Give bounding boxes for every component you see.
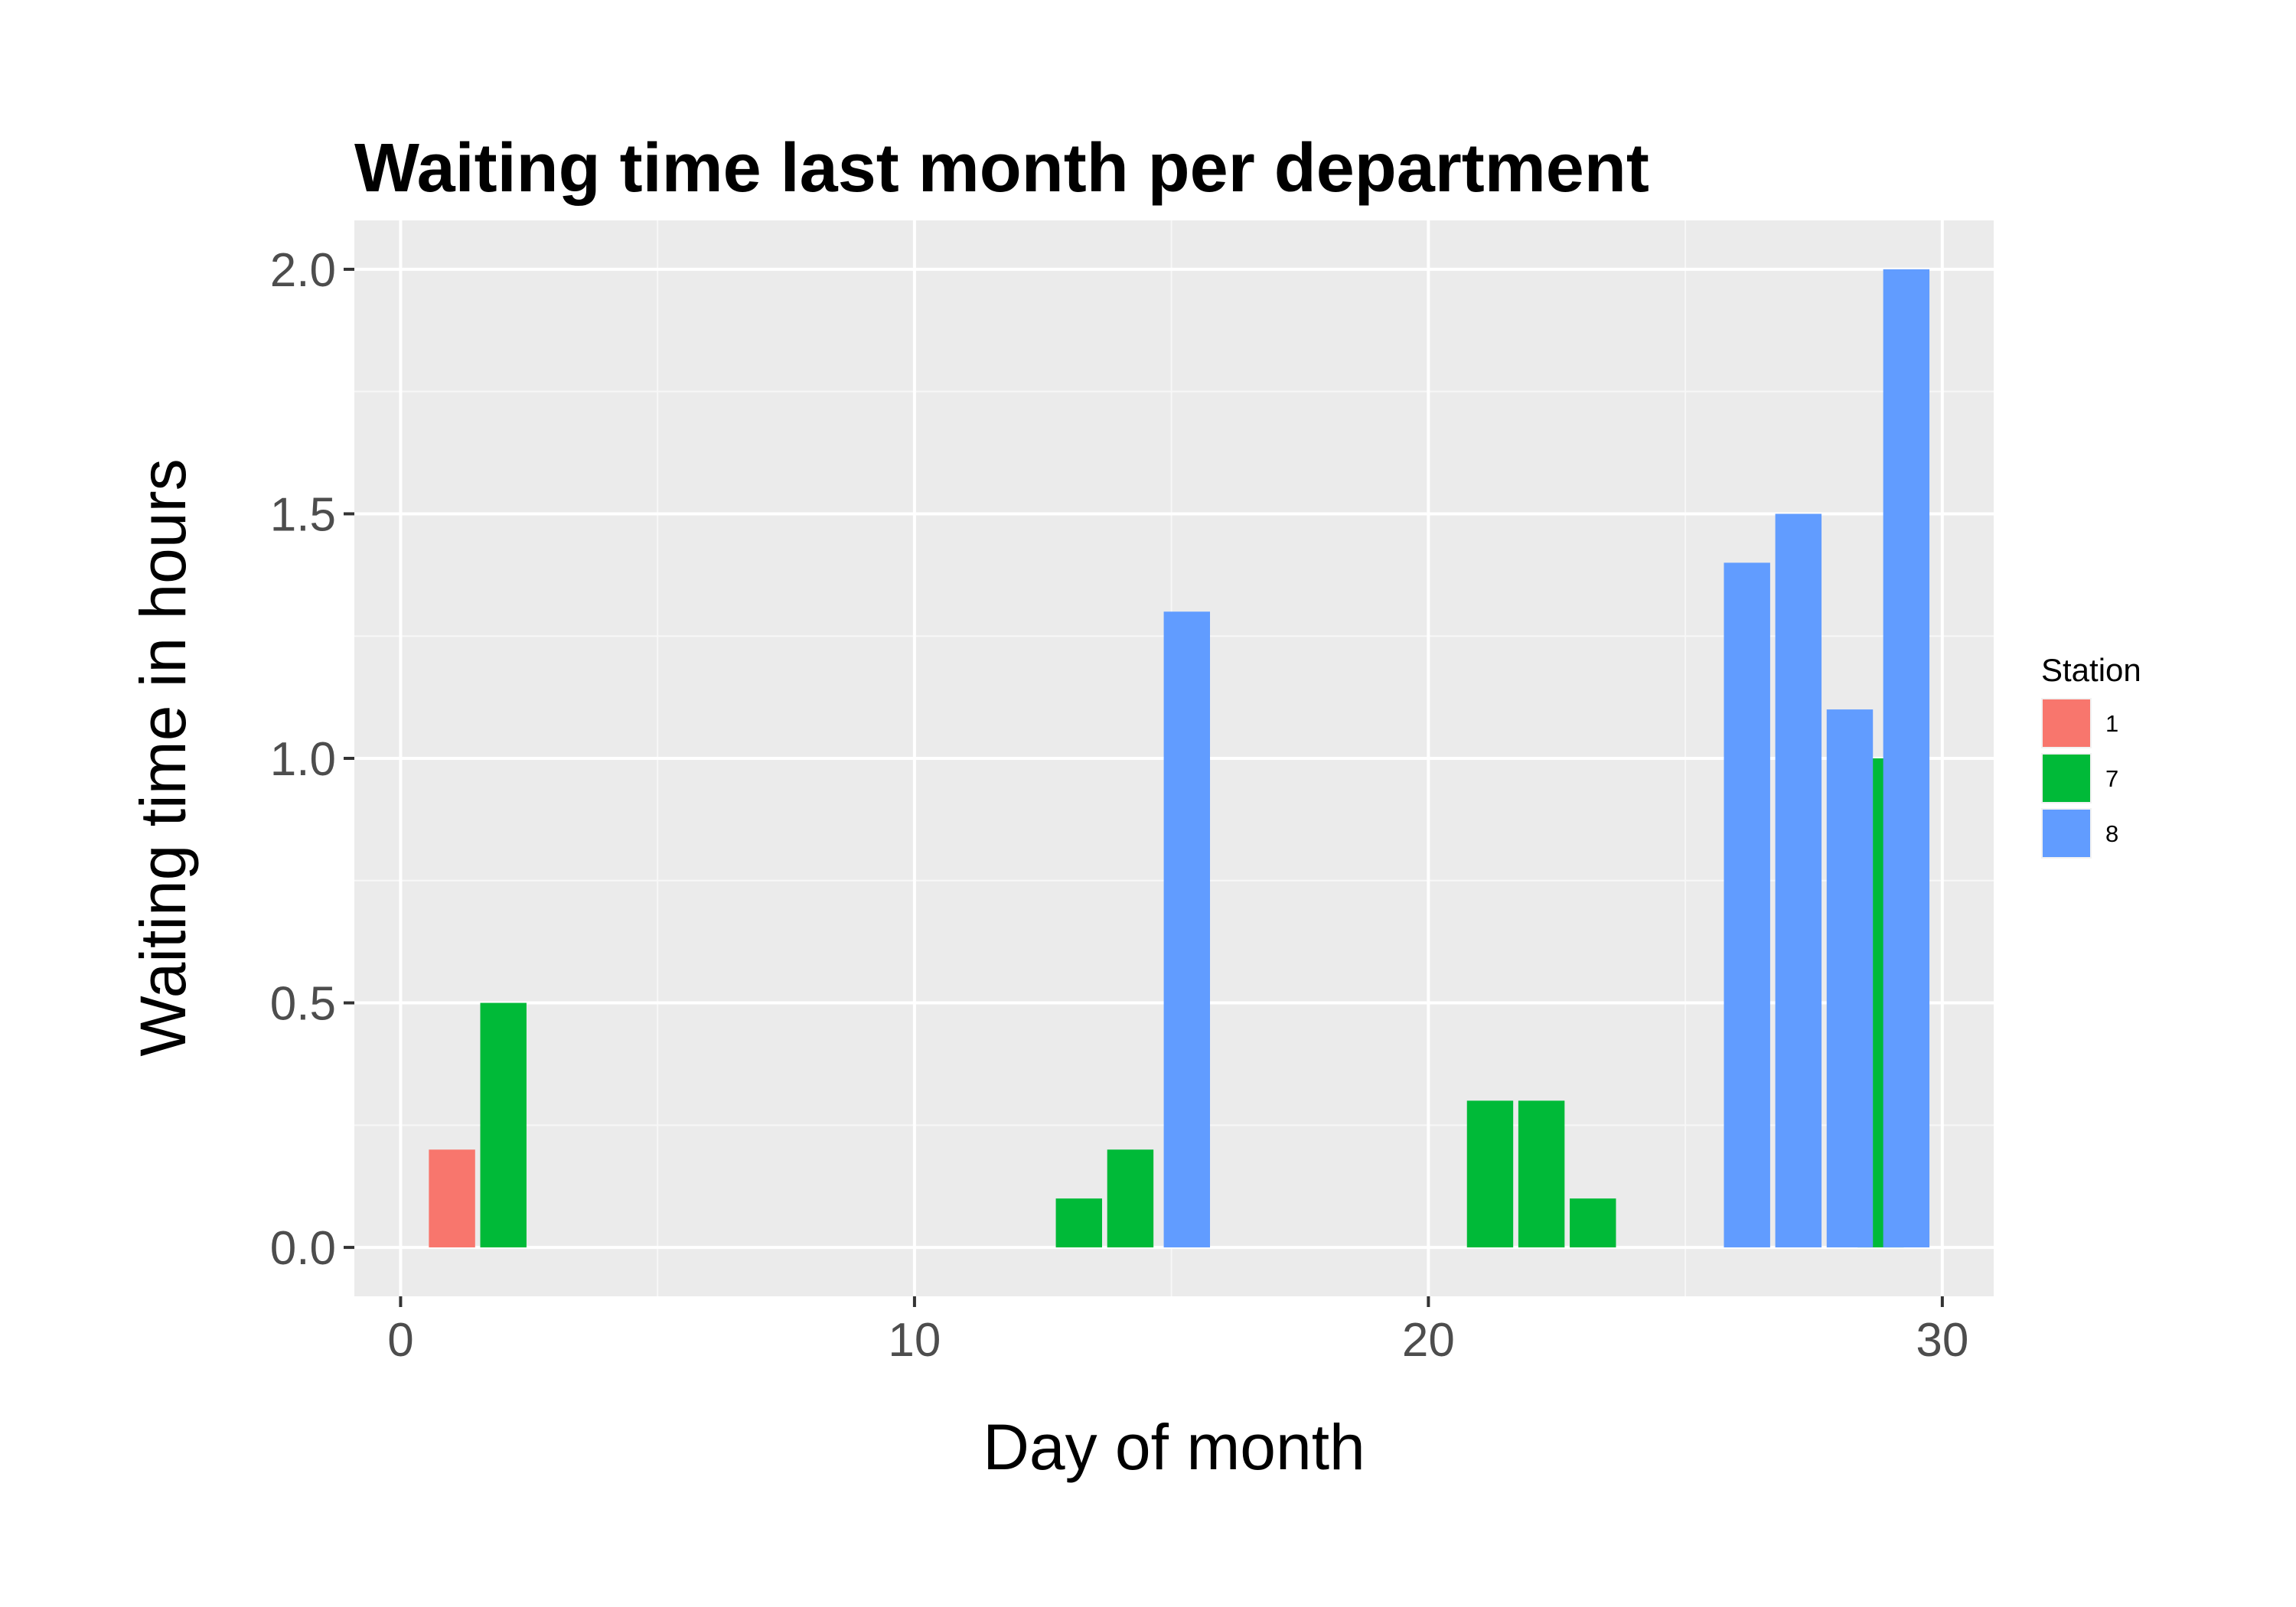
y-tick-label: 2.0 <box>270 244 336 297</box>
y-tick-label: 1.5 <box>270 488 336 541</box>
x-tick-label: 10 <box>888 1314 941 1367</box>
bar-station-8 <box>1883 269 1930 1248</box>
y-axis: 0.0 0.5 1.0 1.5 2.0 <box>270 244 354 1275</box>
bar-station-7 <box>1518 1100 1565 1248</box>
bars-layer <box>429 269 1930 1248</box>
y-tick-label: 0.0 <box>270 1222 336 1275</box>
legend: Station 1 7 8 <box>2041 652 2141 859</box>
bar-station-8 <box>1775 513 1822 1248</box>
x-axis: 0 10 20 30 <box>387 1296 1968 1367</box>
chart-title: Waiting time last month per department <box>354 130 1649 207</box>
bar-station-7 <box>1466 1100 1514 1248</box>
legend-swatch-7 <box>2043 755 2090 802</box>
legend-title: Station <box>2041 652 2141 688</box>
bar-station-8 <box>1724 562 1770 1248</box>
bar-station-7 <box>1107 1149 1154 1248</box>
legend-label-1: 1 <box>2105 710 2118 737</box>
bar-station-8 <box>1826 709 1874 1248</box>
bar-station-1 <box>429 1149 475 1248</box>
legend-swatch-8 <box>2043 810 2090 857</box>
x-tick-label: 0 <box>387 1314 413 1367</box>
bar-station-7 <box>1055 1198 1102 1248</box>
x-tick-label: 30 <box>1916 1314 1968 1367</box>
bar-station-7 <box>1570 1198 1616 1248</box>
y-axis-title: Waiting time in hours <box>127 458 199 1056</box>
bar-station-7 <box>480 1002 527 1248</box>
x-tick-label: 20 <box>1402 1314 1455 1367</box>
legend-swatch-1 <box>2043 699 2090 747</box>
legend-label-8: 8 <box>2105 820 2118 847</box>
x-axis-title: Day of month <box>983 1411 1365 1483</box>
y-tick-label: 0.5 <box>270 978 336 1031</box>
bar-station-8 <box>1163 611 1211 1248</box>
y-tick-label: 1.0 <box>270 733 336 786</box>
legend-label-7: 7 <box>2105 765 2118 792</box>
